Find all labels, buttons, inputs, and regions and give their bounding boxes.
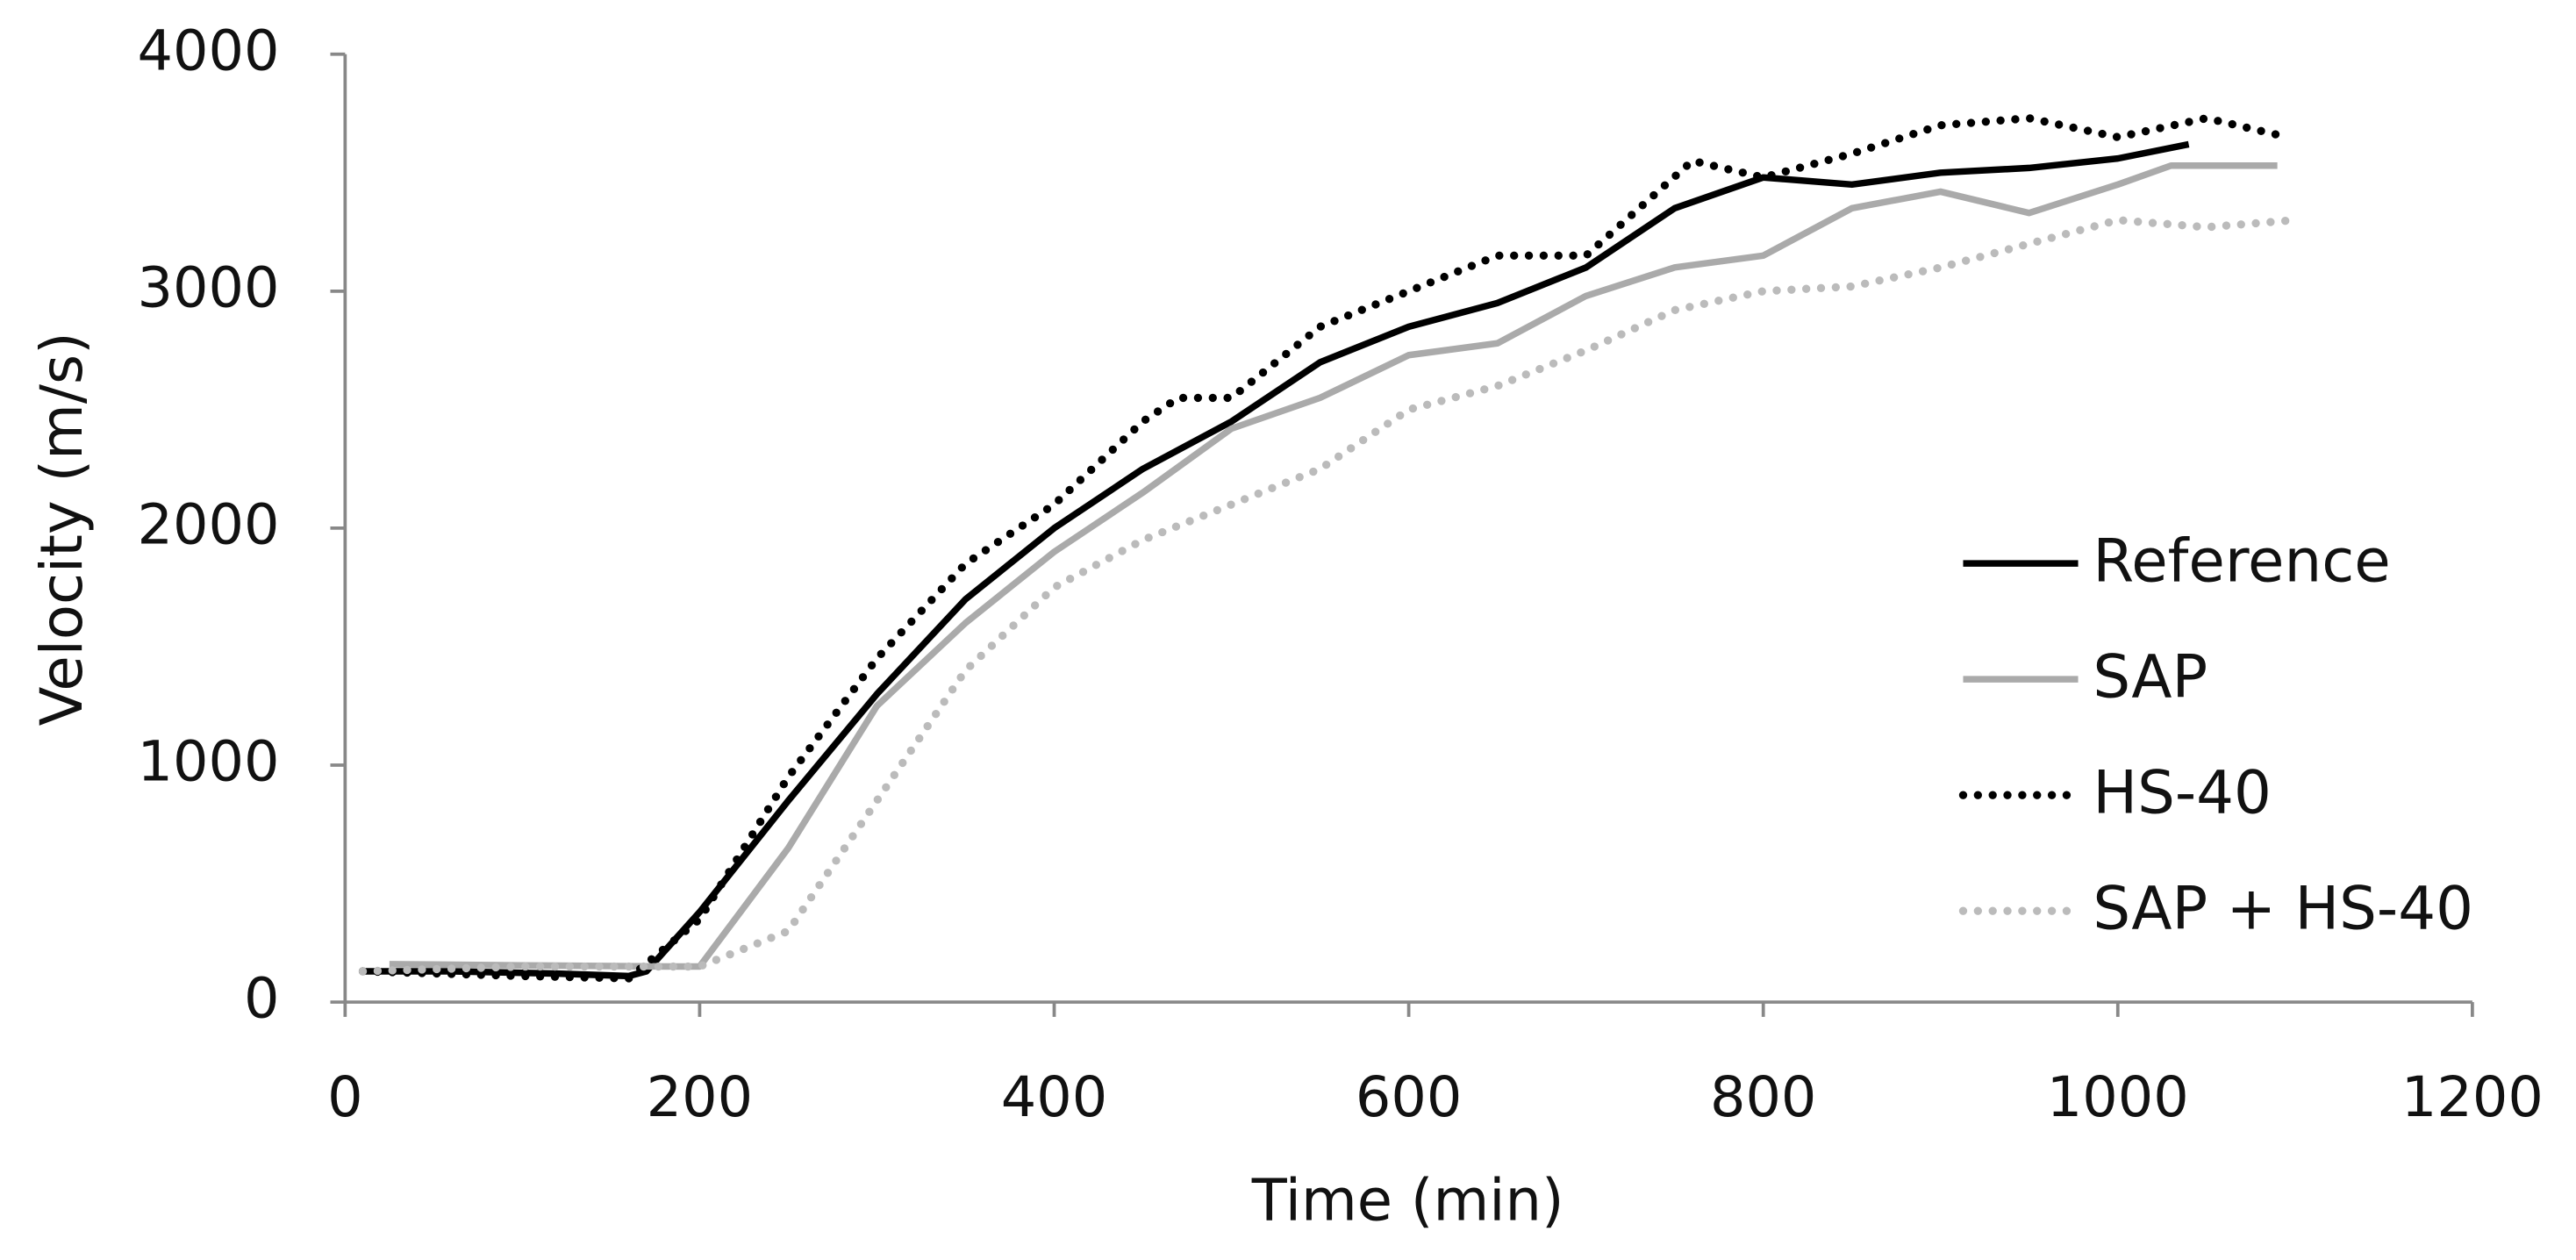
y-tick-label: 1000 [137,730,279,795]
x-tick-label: 0 [327,1065,362,1130]
x-tick-label: 200 [647,1065,753,1130]
legend-label: Reference [2093,526,2390,596]
x-tick-label: 600 [1356,1065,1462,1130]
x-tick-label: 400 [1001,1065,1107,1130]
y-axis-title: Velocity (m/s) [29,332,96,726]
y-tick-label: 3000 [137,255,279,320]
x-tick-label: 1000 [2047,1065,2189,1130]
series-line [358,114,2282,983]
y-tick-label: 4000 [137,18,279,83]
series-line [358,216,2300,976]
y-tick-label: 2000 [137,492,279,557]
legend-label: SAP + HS-40 [2093,874,2473,943]
x-axis-title: Time (min) [1251,1167,1564,1234]
legend-label: HS-40 [2093,758,2272,827]
series-line [389,161,2278,970]
x-tick-label: 1200 [2401,1065,2544,1130]
legend-label: SAP [2093,642,2207,712]
series-line [362,140,2190,980]
y-tick-label: 0 [244,967,280,1032]
x-tick-label: 800 [1710,1065,1816,1130]
